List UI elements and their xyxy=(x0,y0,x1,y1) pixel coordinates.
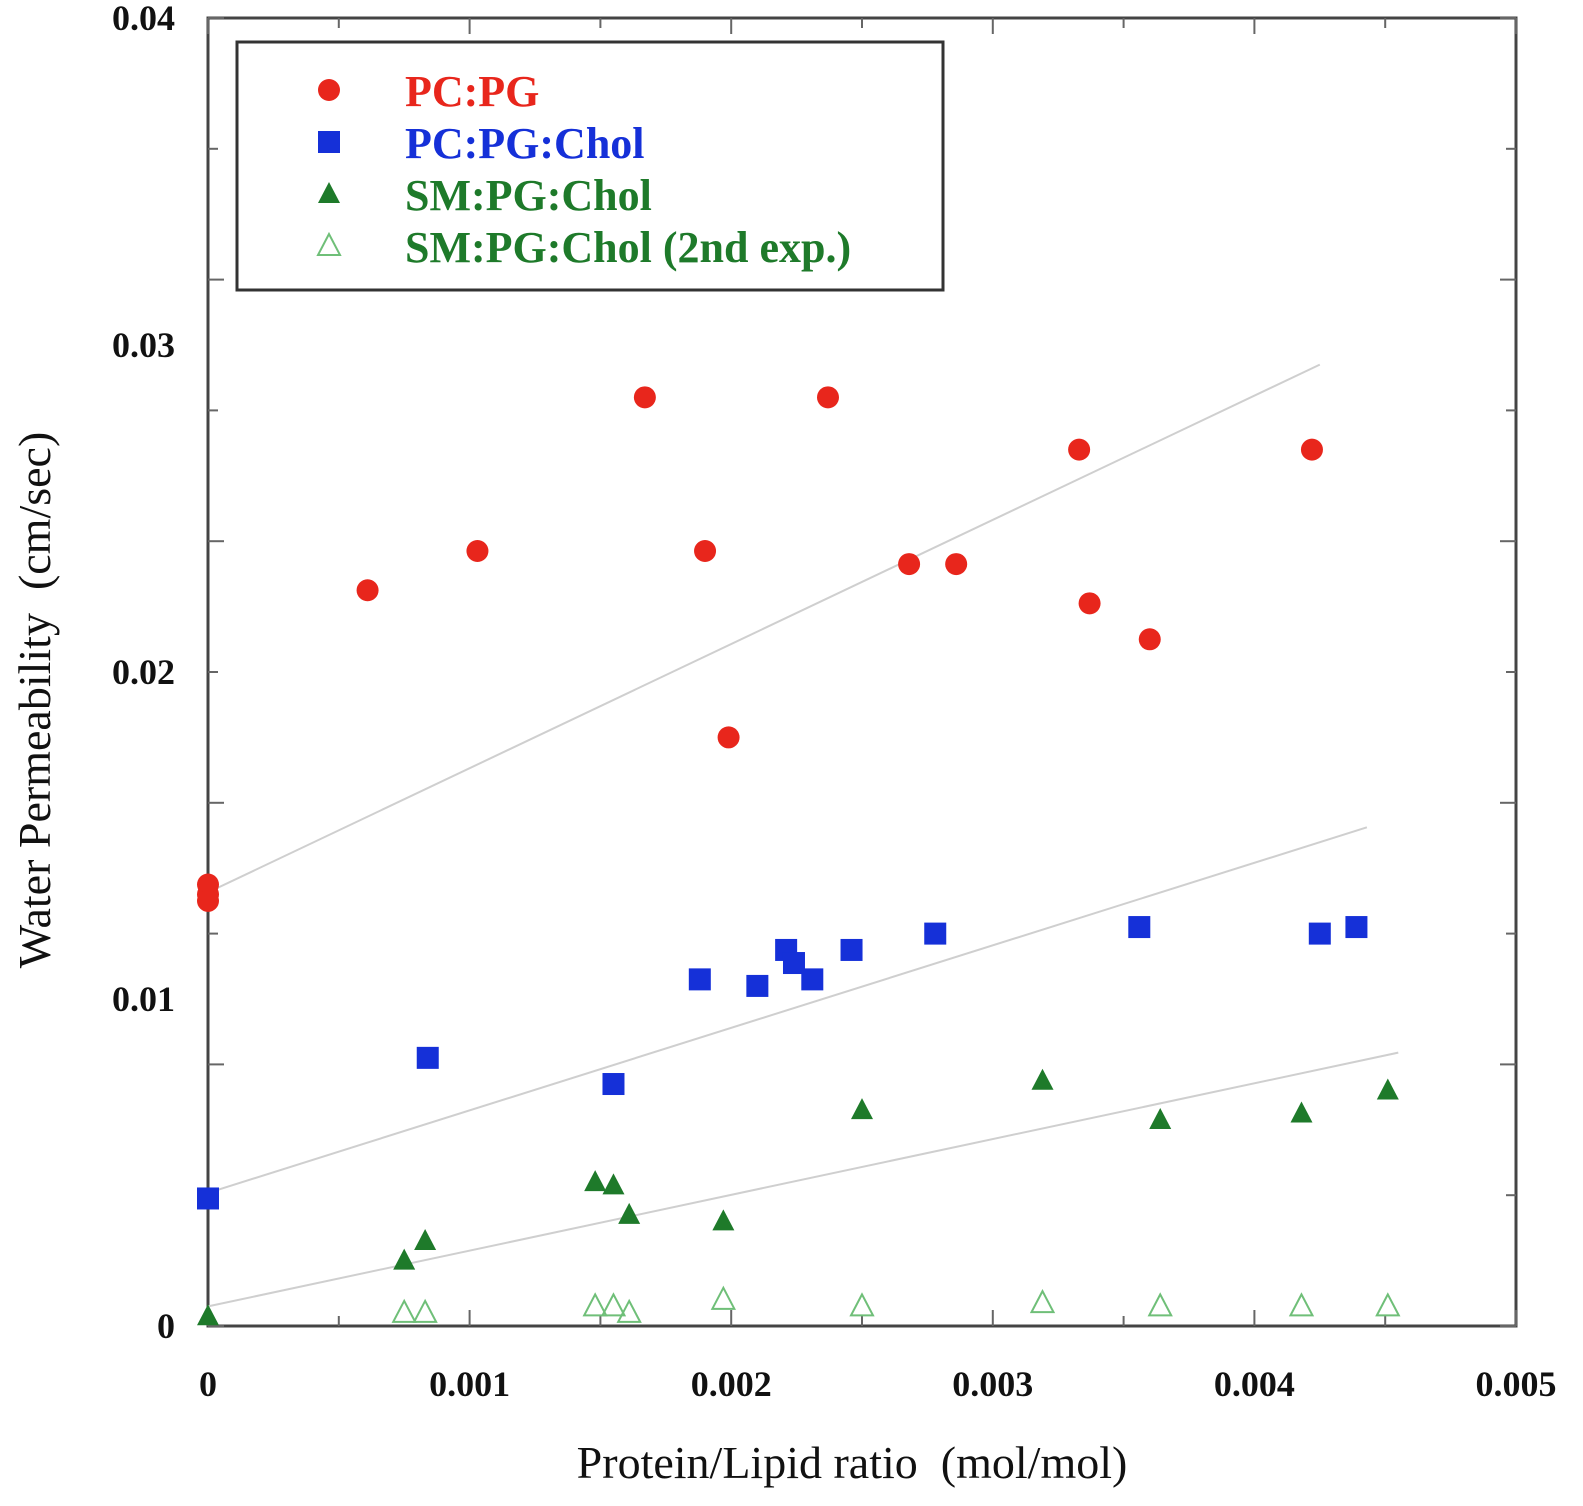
fit-line xyxy=(207,826,1368,1194)
data-point xyxy=(694,540,717,563)
data-point xyxy=(414,1228,437,1250)
fit-lines xyxy=(207,363,1399,1308)
data-point xyxy=(1147,1292,1173,1317)
legend-label: PC:PG xyxy=(405,67,539,116)
x-tick-label: 0.003 xyxy=(952,1364,1033,1404)
y-tick-label: 0.02 xyxy=(112,652,175,692)
data-point xyxy=(197,889,219,912)
data-point xyxy=(391,1298,417,1323)
data-point xyxy=(801,968,824,991)
data-point xyxy=(1149,1107,1172,1129)
data-point xyxy=(746,974,769,997)
data-point xyxy=(602,1073,625,1096)
data-point xyxy=(197,1304,219,1326)
data-point xyxy=(898,553,921,576)
data-point xyxy=(633,386,656,409)
data-point xyxy=(1029,1288,1056,1314)
data-point xyxy=(710,1285,737,1310)
data-points xyxy=(197,386,1401,1326)
legend-label: PC:PG:Chol xyxy=(405,119,645,168)
legend-label: SM:PG:Chol xyxy=(405,171,652,220)
data-point xyxy=(1300,438,1323,461)
legend-marker xyxy=(318,182,340,203)
y-tick-label: 0.03 xyxy=(112,325,175,365)
legend-label: SM:PG:Chol (2nd exp.) xyxy=(405,223,851,272)
legend-box xyxy=(235,40,945,292)
data-point xyxy=(197,1187,219,1210)
legend-marker xyxy=(318,131,340,153)
data-point xyxy=(1138,628,1161,651)
data-point xyxy=(416,1046,439,1069)
data-point xyxy=(356,579,379,602)
x-tick-label: 0.004 xyxy=(1214,1364,1295,1404)
data-point xyxy=(1031,1068,1054,1090)
y-tick-label: 0.04 xyxy=(112,0,175,38)
data-point xyxy=(1290,1101,1313,1123)
y-tick-labels: 0 0.01 0.02 0.03 0.04 xyxy=(112,0,175,1346)
data-point xyxy=(618,1202,641,1224)
fit-line xyxy=(207,363,1321,894)
data-point xyxy=(924,922,947,945)
data-point xyxy=(849,1292,875,1317)
data-point xyxy=(712,1209,735,1231)
data-point xyxy=(600,1292,627,1317)
data-point xyxy=(412,1298,438,1323)
data-point xyxy=(840,938,863,961)
data-point xyxy=(616,1298,642,1323)
x-tick-label: 0.001 xyxy=(429,1364,510,1404)
fit-line xyxy=(207,1051,1399,1308)
data-point xyxy=(466,540,489,563)
data-point xyxy=(584,1170,607,1192)
data-point xyxy=(1288,1292,1315,1317)
data-point xyxy=(1128,916,1151,939)
x-tick-label: 0.002 xyxy=(691,1364,772,1404)
data-point xyxy=(582,1292,608,1317)
data-point xyxy=(1375,1292,1401,1317)
data-point xyxy=(816,386,839,409)
data-point xyxy=(1345,916,1368,939)
data-point xyxy=(782,952,805,975)
data-point xyxy=(851,1098,873,1120)
x-tick-labels: 0 0.001 0.002 0.003 0.004 0.005 xyxy=(199,1364,1557,1404)
y-tick-label: 0.01 xyxy=(112,979,175,1019)
tick-marks xyxy=(207,17,1517,1327)
data-point xyxy=(1308,922,1331,945)
data-point xyxy=(393,1248,416,1270)
data-point xyxy=(945,553,968,576)
data-point xyxy=(1376,1078,1399,1100)
data-point xyxy=(1068,438,1091,461)
data-point xyxy=(1078,592,1101,615)
data-point xyxy=(688,968,711,991)
data-point xyxy=(602,1173,625,1195)
legend-marker xyxy=(316,231,342,256)
y-tick-label: 0 xyxy=(157,1306,175,1346)
y-axis-label: Water Permeability (cm/sec) xyxy=(9,432,60,969)
legend-marker xyxy=(318,79,340,101)
x-axis-label: Protein/Lipid ratio (mol/mol) xyxy=(577,1437,1128,1488)
data-point xyxy=(717,726,740,749)
x-tick-label: 0 xyxy=(199,1364,217,1404)
x-tick-label: 0.005 xyxy=(1476,1364,1557,1404)
